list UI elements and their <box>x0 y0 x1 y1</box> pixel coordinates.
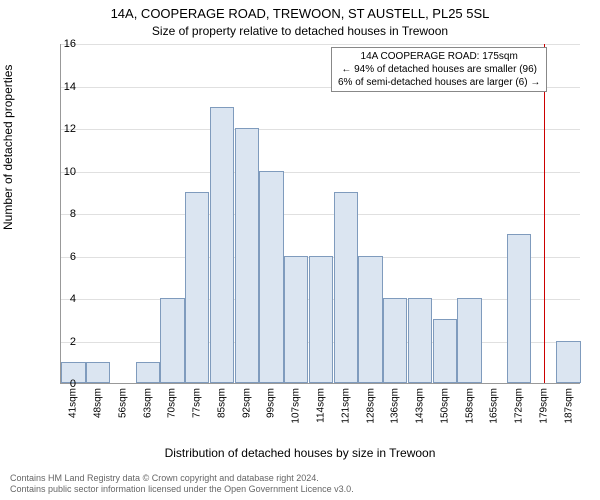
info-box: 14A COOPERAGE ROAD: 175sqm ← 94% of deta… <box>331 47 547 92</box>
ytick-label: 10 <box>46 166 76 178</box>
xtick-label: 187sqm <box>563 388 574 424</box>
xtick-label: 150sqm <box>439 388 450 424</box>
xtick-label: 143sqm <box>415 388 426 424</box>
ytick-label: 8 <box>46 208 76 220</box>
histogram-bar <box>86 362 110 383</box>
ytick-label: 14 <box>46 81 76 93</box>
info-box-line2: ← 94% of detached houses are smaller (96… <box>338 63 540 76</box>
histogram-bar <box>136 362 160 383</box>
ytick-label: 4 <box>46 293 76 305</box>
info-box-line1: 14A COOPERAGE ROAD: 175sqm <box>338 50 540 63</box>
footer-line2: Contains public sector information licen… <box>10 484 354 496</box>
info-box-line3: 6% of semi-detached houses are larger (6… <box>338 76 540 89</box>
xtick-label: 92sqm <box>241 388 252 418</box>
ytick-label: 2 <box>46 336 76 348</box>
ytick-label: 16 <box>46 38 76 50</box>
histogram-bar <box>309 256 333 384</box>
chart-title-address: 14A, COOPERAGE ROAD, TREWOON, ST AUSTELL… <box>0 6 600 21</box>
xtick-label: 70sqm <box>167 388 178 418</box>
histogram-bar <box>358 256 382 384</box>
xtick-label: 128sqm <box>365 388 376 424</box>
xtick-label: 179sqm <box>538 388 549 424</box>
chart-subtitle: Size of property relative to detached ho… <box>0 24 600 38</box>
histogram-bar <box>507 234 531 383</box>
xtick-label: 107sqm <box>291 388 302 424</box>
xtick-label: 85sqm <box>216 388 227 418</box>
xtick-label: 48sqm <box>93 388 104 418</box>
xtick-label: 158sqm <box>464 388 475 424</box>
property-marker-line <box>544 44 545 383</box>
plot-area: 14A COOPERAGE ROAD: 175sqm ← 94% of deta… <box>60 44 580 384</box>
xtick-label: 172sqm <box>514 388 525 424</box>
y-axis-label: Number of detached properties <box>1 65 15 230</box>
xtick-label: 121sqm <box>340 388 351 424</box>
ytick-label: 0 <box>46 378 76 390</box>
histogram-bar <box>433 319 457 383</box>
histogram-bar <box>284 256 308 384</box>
ytick-label: 12 <box>46 123 76 135</box>
xtick-label: 41sqm <box>68 388 79 418</box>
histogram-bar <box>259 171 283 384</box>
histogram-bar <box>235 128 259 383</box>
histogram-bar <box>457 298 481 383</box>
xtick-label: 56sqm <box>117 388 128 418</box>
histogram-bar <box>185 192 209 383</box>
histogram-bar <box>408 298 432 383</box>
xtick-label: 114sqm <box>316 388 327 423</box>
x-axis-label: Distribution of detached houses by size … <box>0 446 600 460</box>
histogram-bar <box>334 192 358 383</box>
footer-line1: Contains HM Land Registry data © Crown c… <box>10 473 354 485</box>
xtick-label: 63sqm <box>142 388 153 418</box>
histogram-bar <box>210 107 234 383</box>
bars-layer <box>61 44 580 383</box>
xtick-label: 77sqm <box>192 388 203 418</box>
histogram-bar <box>383 298 407 383</box>
chart-container: 14A, COOPERAGE ROAD, TREWOON, ST AUSTELL… <box>0 0 600 500</box>
histogram-bar <box>160 298 184 383</box>
footer-attribution: Contains HM Land Registry data © Crown c… <box>10 473 354 496</box>
histogram-bar <box>556 341 580 384</box>
xtick-label: 165sqm <box>489 388 500 424</box>
xtick-label: 99sqm <box>266 388 277 418</box>
xtick-label: 136sqm <box>390 388 401 424</box>
ytick-label: 6 <box>46 251 76 263</box>
